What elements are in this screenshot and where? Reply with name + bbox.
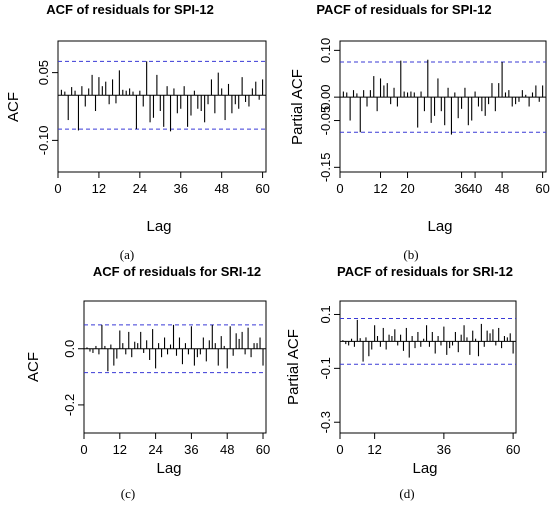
x-tick-label: 0	[336, 181, 343, 196]
y-tick-label: 0.0	[62, 340, 77, 358]
x-axis-label: Lag	[146, 218, 171, 235]
chart-title: PACF of residuals for SPI-12	[316, 2, 491, 17]
x-tick-label: 60	[256, 442, 270, 457]
y-tick-label: 0.10	[318, 38, 333, 63]
x-tick-label: 60	[535, 181, 549, 196]
chart-title: ACF of residuals for SRI-12	[93, 264, 261, 279]
x-tick-label: 36	[174, 181, 188, 196]
x-tick-label: 48	[214, 181, 228, 196]
x-tick-label: 12	[367, 442, 381, 457]
plot-frame	[83, 300, 267, 434]
y-tick-label: 0.00	[318, 84, 333, 109]
y-axis-label: Partial ACF	[285, 329, 302, 405]
panel-pacf-spi12: PACF of residuals for SPI-12 0 20 40 60 12 36 4…	[289, 2, 550, 262]
y-axis-label: Partial ACF	[289, 69, 306, 145]
x-tick-label: 12	[92, 181, 106, 196]
x-tick-label: 12	[373, 181, 387, 196]
y-tick-label: -0.05	[318, 106, 333, 136]
y-tick-label: -0.2	[62, 394, 77, 416]
y-tick-label: 0.1	[318, 305, 333, 323]
x-tick-label: 60	[506, 442, 520, 457]
x-axis-label: Lag	[412, 460, 437, 477]
y-tick-label: -0.10	[36, 126, 51, 156]
x-tick-label: 36	[184, 442, 198, 457]
y-axis-label: ACF	[5, 92, 22, 122]
plot-frame	[339, 40, 547, 173]
panel-caption: (c)	[121, 486, 135, 501]
x-tick-label: 36	[437, 442, 451, 457]
x-axis-label: Lag	[427, 218, 452, 235]
y-tick-label: -0.1	[318, 357, 333, 379]
x-tick-label: 20	[400, 181, 414, 196]
panel-acf-spi12: ACF of residuals for SPI-12 0 12 24 36 48 60 -0…	[5, 2, 270, 262]
x-tick-label: 60	[255, 181, 269, 196]
x-tick-label: 0	[80, 442, 87, 457]
x-tick-label: 48	[495, 181, 509, 196]
x-tick-label: 24	[133, 181, 147, 196]
plot-frame	[57, 40, 267, 173]
panel-caption: (b)	[403, 247, 418, 262]
x-tick-label: 0	[54, 181, 61, 196]
y-tick-label: -0.15	[318, 153, 333, 183]
chart-title: ACF of residuals for SPI-12	[46, 2, 214, 17]
x-tick-label: 48	[220, 442, 234, 457]
x-tick-label: 40	[468, 181, 482, 196]
panel-pacf-sri12: PACF of residuals for SRI-12 0 12 36 60 -0.3 -…	[285, 264, 520, 501]
y-tick-label: -0.3	[318, 411, 333, 433]
panel-acf-sri12: ACF of residuals for SRI-12 0 12 24 36 48 60 -0…	[25, 264, 270, 501]
x-tick-label: 36	[454, 181, 468, 196]
x-tick-label: 0	[336, 442, 343, 457]
y-tick-label: 0.05	[36, 60, 51, 85]
x-axis-label: Lag	[156, 460, 181, 477]
x-tick-label: 24	[148, 442, 162, 457]
x-tick-label: 12	[113, 442, 127, 457]
chart-title: PACF of residuals for SRI-12	[337, 264, 513, 279]
panel-caption: (a)	[120, 247, 134, 262]
panel-caption: (d)	[399, 486, 414, 501]
y-axis-label: ACF	[25, 352, 42, 382]
plot-frame	[339, 300, 517, 434]
